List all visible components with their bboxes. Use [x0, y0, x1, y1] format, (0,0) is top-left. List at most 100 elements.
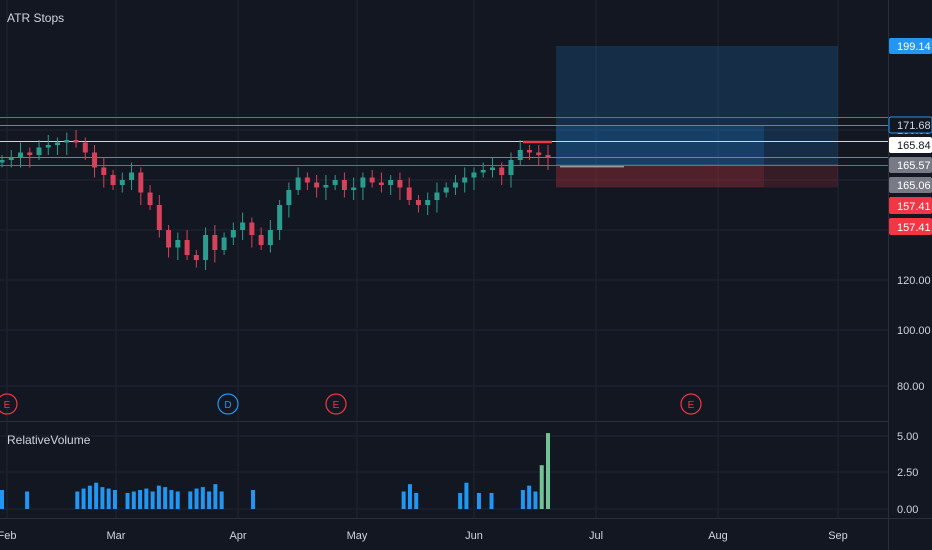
- candle-body: [27, 152, 33, 155]
- position-box[interactable]: [556, 46, 838, 188]
- time-label: May: [347, 530, 368, 542]
- candle-body: [82, 142, 88, 153]
- candle-body: [64, 140, 70, 143]
- volume-bar: [520, 490, 525, 509]
- candle-body: [471, 172, 477, 178]
- candle-body: [406, 187, 412, 200]
- candle-body: [360, 177, 366, 188]
- volume-axis[interactable]: 5.00 2.50 0.00: [897, 431, 918, 516]
- volume-bar: [138, 490, 143, 509]
- stop-zone: [556, 165, 838, 188]
- volume-bar: [207, 491, 212, 509]
- candle-body: [314, 182, 320, 188]
- candle-body: [499, 167, 505, 175]
- volume-bar: [150, 491, 155, 509]
- candle-body: [221, 237, 227, 250]
- price-axis[interactable]: 180.00 120.00 100.00 80.00: [897, 125, 931, 393]
- candle-body: [462, 177, 468, 183]
- volume-bar: [219, 491, 224, 509]
- time-label: Jul: [589, 530, 603, 542]
- candle-body: [508, 160, 514, 175]
- candle-body: [332, 180, 338, 185]
- event-label: D: [224, 400, 231, 411]
- volume-bar: [94, 482, 99, 509]
- candle-body: [545, 155, 551, 158]
- candle-body: [166, 230, 172, 248]
- price-tag-165-57[interactable]: 165.57: [889, 157, 932, 173]
- candle-body: [36, 147, 42, 155]
- volume-bar: [112, 490, 117, 509]
- price-tag-label: 199.14: [897, 41, 931, 53]
- candle-body: [323, 185, 329, 188]
- time-label: Aug: [708, 530, 728, 542]
- volume-bar: [87, 485, 92, 509]
- candle-body: [101, 167, 107, 175]
- volume-title[interactable]: RelativeVolume: [7, 433, 91, 447]
- candle-body: [240, 222, 246, 230]
- volume-bar: [407, 484, 412, 509]
- volume-bar: [0, 490, 4, 509]
- price-tag-199[interactable]: 199.14: [889, 38, 932, 54]
- candle-body: [55, 142, 61, 145]
- price-tag-165-06[interactable]: 165.06: [889, 177, 932, 193]
- volume-bar: [100, 487, 105, 509]
- volume-tick: 2.50: [897, 467, 918, 479]
- event-label: E: [4, 400, 11, 411]
- target-zone-filled: [556, 126, 764, 166]
- candle-body: [443, 187, 449, 193]
- candle-body: [212, 235, 218, 250]
- earnings-event-marker[interactable]: E: [680, 393, 702, 415]
- time-label: Feb: [0, 530, 16, 542]
- volume-bar: [401, 491, 406, 509]
- price-tag-label: 171.68: [897, 120, 931, 132]
- candle-body: [369, 177, 375, 183]
- time-label: Apr: [229, 530, 246, 542]
- candle-body: [397, 180, 403, 188]
- volume-bar: [125, 492, 130, 509]
- volume-tick: 0.00: [897, 504, 918, 516]
- candle-body: [517, 150, 523, 160]
- candle-body: [480, 170, 486, 173]
- price-tag-165-84[interactable]: 165.84: [889, 137, 932, 153]
- candle-body: [175, 240, 181, 248]
- relative-volume-bars: [0, 433, 550, 509]
- volume-bar: [194, 488, 199, 509]
- indicator-title[interactable]: ATR Stops: [7, 11, 64, 25]
- event-label: E: [333, 400, 340, 411]
- earnings-event-marker[interactable]: E: [0, 393, 18, 415]
- atr-stop-levels: [0, 117, 888, 166]
- volume-bar: [414, 492, 419, 509]
- candle-body: [304, 177, 310, 183]
- time-label: Mar: [107, 530, 126, 542]
- time-label: Jun: [465, 530, 483, 542]
- candle-body: [8, 157, 14, 160]
- candle-body: [452, 182, 458, 188]
- price-tag-157-a[interactable]: 157.41: [889, 197, 932, 214]
- price-tag-171[interactable]: 171.68: [888, 116, 932, 134]
- volume-bar: [476, 492, 481, 509]
- candle-body: [18, 152, 24, 158]
- volume-bar: [527, 485, 532, 509]
- volume-bar: [169, 490, 174, 509]
- time-axis[interactable]: Feb Mar Apr May Jun Jul Aug Sep: [0, 530, 848, 542]
- dividend-event-marker[interactable]: D: [217, 393, 239, 415]
- earnings-event-marker[interactable]: E: [325, 393, 347, 415]
- candle-body: [203, 235, 209, 260]
- candle-body: [138, 172, 144, 193]
- candle-body: [45, 145, 51, 148]
- volume-bar: [25, 491, 30, 509]
- volume-bar: [489, 492, 494, 509]
- candle-body: [184, 240, 190, 255]
- time-label: Sep: [828, 530, 848, 542]
- stop-zone-filled: [556, 165, 764, 188]
- price-tag-157-b[interactable]: 157.41: [889, 218, 932, 235]
- target-zone: [556, 46, 838, 166]
- volume-bar: [156, 485, 161, 509]
- candle-body: [92, 152, 98, 168]
- candle-body: [489, 167, 495, 170]
- grid-lines: [0, 0, 888, 518]
- volume-bar: [546, 433, 550, 509]
- candle-body: [258, 235, 264, 245]
